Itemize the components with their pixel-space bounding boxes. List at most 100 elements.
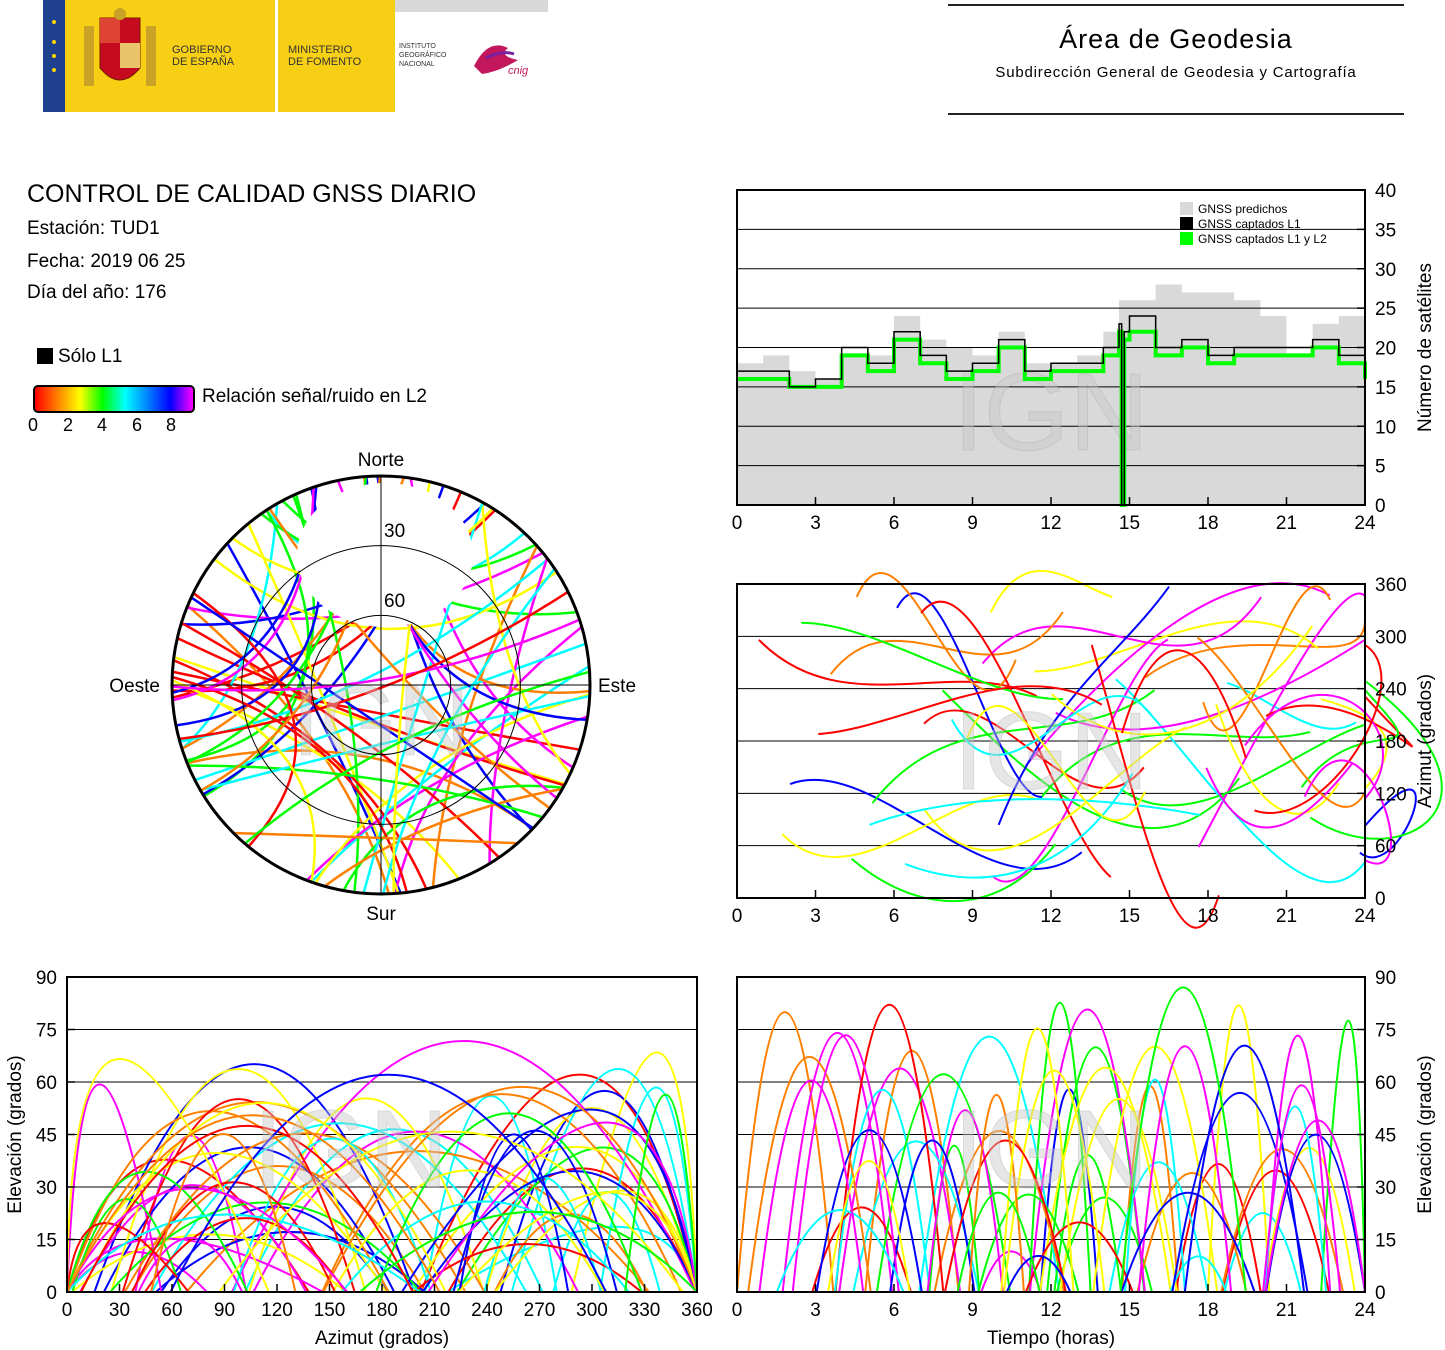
x-tick-label: 24 bbox=[1354, 1300, 1376, 1321]
satellite-track bbox=[248, 1097, 485, 1293]
ign-label: INSTITUTO GEOGRÁFICO NACIONAL bbox=[399, 43, 447, 68]
l1-line bbox=[737, 315, 1366, 506]
cnig-logo-icon: cnig bbox=[474, 45, 529, 77]
satellite-track bbox=[818, 685, 1103, 735]
y-tick-label: 45 bbox=[36, 1126, 57, 1147]
x-tick-label: 0 bbox=[732, 513, 743, 530]
x-tick-label: 300 bbox=[576, 1300, 608, 1321]
satellite-track bbox=[1320, 1019, 1366, 1293]
y-tick-label: 0 bbox=[1375, 889, 1386, 910]
satellite-track bbox=[1254, 644, 1383, 814]
satellite-track bbox=[1028, 1002, 1092, 1293]
y-tick-label: 15 bbox=[36, 1231, 57, 1252]
x-tick-label: 270 bbox=[524, 1300, 556, 1321]
satellite-track bbox=[1262, 1084, 1342, 1293]
y-tick-label: 0 bbox=[1375, 496, 1386, 517]
satellite-track bbox=[789, 778, 1083, 870]
x-tick-label: 21 bbox=[1276, 906, 1297, 927]
satellite-track bbox=[624, 1093, 698, 1293]
satellite-track bbox=[599, 1086, 698, 1293]
satellite-track bbox=[933, 1130, 1065, 1293]
legend-label: GNSS captados L1 y L2 bbox=[1198, 232, 1327, 246]
ministry-label: MINISTERIO DE FOMENTO bbox=[288, 44, 362, 68]
satellite-track bbox=[896, 592, 1043, 798]
ring-label: 60 bbox=[384, 591, 405, 612]
satellite-track bbox=[950, 695, 1153, 756]
satellite-track bbox=[66, 1114, 441, 1293]
snr-tick: 2 bbox=[63, 415, 74, 435]
satellite-track bbox=[1183, 1045, 1306, 1293]
satellite-track bbox=[1303, 759, 1393, 865]
satellite-track bbox=[144, 1217, 347, 1293]
snr-tick: 6 bbox=[132, 415, 143, 435]
satellite-track bbox=[956, 1191, 1041, 1293]
snr-colorbar bbox=[33, 385, 195, 413]
north-label: Norte bbox=[358, 450, 404, 471]
y-tick-label: 60 bbox=[36, 1073, 57, 1094]
snr-tick: 8 bbox=[166, 415, 177, 435]
satellite-track bbox=[1196, 636, 1366, 808]
x-tick-label: 12 bbox=[1040, 513, 1061, 530]
x-tick-label: 3 bbox=[810, 1300, 821, 1321]
satellite-track bbox=[131, 1181, 336, 1293]
x-tick-label: 360 bbox=[681, 1300, 713, 1321]
satellite-track bbox=[918, 1035, 1061, 1293]
satellite-track bbox=[1055, 638, 1366, 731]
y-tick-label: 60 bbox=[1375, 1073, 1396, 1094]
y-tick-label: 0 bbox=[46, 1283, 57, 1304]
eu-stars-icon bbox=[43, 0, 65, 112]
ign-watermark: IGN bbox=[953, 690, 1149, 813]
ring-label: 30 bbox=[384, 521, 405, 542]
satellite-track bbox=[827, 1160, 911, 1293]
y-tick-label: 5 bbox=[1375, 457, 1386, 478]
y-tick-label: 120 bbox=[1375, 784, 1407, 805]
x-tick-label: 330 bbox=[629, 1300, 661, 1321]
legend-swatch bbox=[1180, 232, 1193, 245]
sky-track bbox=[481, 502, 572, 775]
satellite-track bbox=[997, 585, 1170, 826]
sky-track bbox=[173, 655, 566, 786]
satellite-track bbox=[1005, 1254, 1072, 1293]
doy-label: Día del año: 176 bbox=[27, 282, 167, 303]
satellite-track bbox=[889, 1139, 976, 1293]
sky-track bbox=[181, 503, 279, 751]
y-axis-label: Elevación (grados) bbox=[5, 1055, 26, 1213]
x-tick-label: 18 bbox=[1197, 513, 1218, 530]
satellite-track bbox=[494, 1189, 698, 1293]
sky-horizon bbox=[170, 474, 592, 896]
snr-tick: 0 bbox=[28, 415, 39, 435]
x-tick-label: 210 bbox=[419, 1300, 451, 1321]
satellite-track bbox=[1215, 704, 1340, 815]
satellite-track bbox=[150, 1133, 297, 1293]
satellite-track bbox=[185, 1150, 650, 1293]
satellite-track bbox=[944, 1139, 1067, 1293]
svg-text:cnig: cnig bbox=[508, 65, 529, 77]
x-tick-label: 120 bbox=[261, 1300, 293, 1321]
satellite-track bbox=[1171, 1092, 1309, 1293]
x-tick-label: 0 bbox=[62, 1300, 73, 1321]
satellite-track bbox=[869, 798, 1200, 826]
y-tick-label: 90 bbox=[36, 968, 57, 989]
satellite-track bbox=[758, 1079, 865, 1293]
track-group bbox=[758, 570, 1443, 929]
sky-track bbox=[190, 596, 534, 830]
sky-track bbox=[180, 621, 500, 859]
satellite-track bbox=[79, 1184, 308, 1293]
legend-swatch bbox=[1180, 202, 1193, 215]
y-tick-label: 360 bbox=[1375, 575, 1407, 596]
satellite-track bbox=[331, 1169, 606, 1293]
satellite-track bbox=[924, 726, 1186, 852]
area-banner bbox=[948, 4, 1404, 115]
x-tick-label: 12 bbox=[1040, 906, 1061, 927]
x-tick-label: 180 bbox=[366, 1300, 398, 1321]
satellite-track bbox=[1059, 1098, 1178, 1293]
ign-watermark: IGN bbox=[953, 1088, 1149, 1211]
x-tick-label: 3 bbox=[810, 513, 821, 530]
satellite-track bbox=[920, 601, 1112, 878]
satellite-track bbox=[483, 1176, 602, 1293]
satellite-track bbox=[359, 1210, 698, 1293]
x-tick-label: 15 bbox=[1119, 1300, 1140, 1321]
y-tick-label: 0 bbox=[1375, 1283, 1386, 1304]
satellite-track bbox=[169, 1074, 607, 1293]
y-tick-label: 20 bbox=[1375, 339, 1396, 360]
